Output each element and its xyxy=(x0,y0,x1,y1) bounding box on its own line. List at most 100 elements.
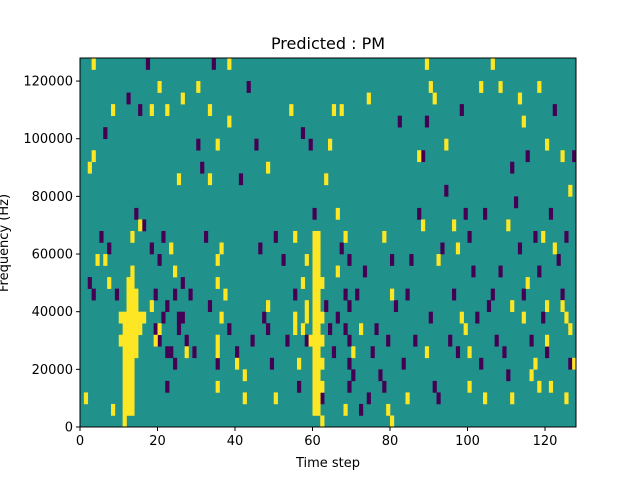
heatmap-cell-high xyxy=(510,300,515,312)
heatmap-cell-high xyxy=(95,254,100,266)
heatmap-cell-high xyxy=(545,334,550,347)
heatmap-cell-high xyxy=(490,58,495,70)
heatmap-cell-low xyxy=(421,150,426,163)
heatmap-cell-high xyxy=(142,311,147,324)
heatmap-cell-high xyxy=(126,323,131,336)
heatmap-cell-low xyxy=(459,104,464,116)
x-tick-label: 100 xyxy=(455,434,480,449)
heatmap-cell-low xyxy=(126,92,131,105)
heatmap-cell-low xyxy=(347,380,352,393)
heatmap-cell-high xyxy=(316,346,321,359)
heatmap-cell-high xyxy=(122,346,127,359)
heatmap-cell-low xyxy=(374,323,379,336)
heatmap-cell-high xyxy=(207,173,213,186)
heatmap-cell-high xyxy=(130,311,135,324)
heatmap-cell-high xyxy=(126,380,131,393)
heatmap-cell-low xyxy=(347,254,352,266)
plot-background xyxy=(80,58,576,427)
heatmap-cell-high xyxy=(452,219,457,232)
heatmap-cell-low xyxy=(320,392,325,405)
heatmap-cell-high xyxy=(521,311,526,324)
heatmap-cell-high xyxy=(134,334,139,347)
heatmap-cell-high xyxy=(266,300,271,312)
heatmap-cell-low xyxy=(188,288,193,301)
heatmap-cells xyxy=(83,58,577,428)
heatmap-cell-high xyxy=(386,403,391,416)
heatmap-cell-high xyxy=(293,311,298,324)
heatmap-cell-low xyxy=(269,357,275,370)
heatmap-cell-low xyxy=(91,288,96,301)
heatmap-cell-low xyxy=(548,207,554,220)
heatmap-cell-high xyxy=(560,150,565,163)
heatmap-cell-high xyxy=(297,357,302,370)
heatmap-cell-high xyxy=(424,58,430,70)
heatmap-cell-high xyxy=(312,265,317,278)
heatmap-cell-low xyxy=(227,323,232,336)
heatmap-cell-high xyxy=(312,242,317,255)
heatmap-cell-high xyxy=(91,58,96,70)
heatmap-cell-high xyxy=(130,265,135,278)
heatmap-cell-high xyxy=(111,403,116,416)
heatmap-cell-low xyxy=(134,207,139,220)
heatmap-cell-high xyxy=(533,357,538,370)
heatmap-cell-low xyxy=(479,357,484,370)
heatmap-cell-high xyxy=(320,334,325,347)
heatmap-cell-high xyxy=(320,277,325,289)
x-tick-label: 80 xyxy=(382,434,399,449)
heatmap-cell-high xyxy=(300,277,306,289)
heatmap-cell-high xyxy=(242,369,247,382)
heatmap-cell-low xyxy=(537,265,542,278)
heatmap-cell-high xyxy=(428,81,433,93)
heatmap-cell-high xyxy=(227,115,232,128)
heatmap-cell-high xyxy=(479,81,484,93)
heatmap-cell-high xyxy=(572,357,577,370)
heatmap-cell-low xyxy=(207,300,213,312)
heatmap-cell-high xyxy=(537,81,542,93)
heatmap-cell-low xyxy=(235,346,240,359)
heatmap-cell-low xyxy=(444,184,449,197)
heatmap-cell-high xyxy=(304,311,309,324)
x-tick-label: 0 xyxy=(76,434,84,449)
heatmap-cell-high xyxy=(176,173,182,186)
heatmap-cell-high xyxy=(103,254,108,266)
heatmap-cell-high xyxy=(444,138,449,151)
heatmap-cell-high xyxy=(343,230,348,243)
heatmap-cell-low xyxy=(293,288,298,301)
heatmap-cell-low xyxy=(153,288,158,301)
heatmap-cell-low xyxy=(475,311,480,324)
heatmap-cell-high xyxy=(316,392,321,405)
heatmap-cell-high xyxy=(312,300,317,312)
heatmap-cell-low xyxy=(114,288,120,301)
chart-title: Predicted : PM xyxy=(271,34,385,53)
heatmap-cell-high xyxy=(312,254,317,266)
heatmap-cell-high xyxy=(316,403,321,416)
heatmap-cell-low xyxy=(370,346,375,359)
heatmap-cell-low xyxy=(250,334,255,347)
heatmap-cell-high xyxy=(126,288,131,301)
heatmap-cell-high xyxy=(130,323,135,336)
heatmap-cell-low xyxy=(196,138,201,151)
heatmap-cell-high xyxy=(118,311,123,324)
heatmap-cell-low xyxy=(359,403,364,416)
heatmap-cell-high xyxy=(134,300,139,312)
heatmap-cell-low xyxy=(393,300,399,312)
heatmap-cell-low xyxy=(165,380,170,393)
heatmap-cell-low xyxy=(552,104,557,116)
heatmap-cell-high xyxy=(382,230,387,243)
heatmap-cell-low xyxy=(343,288,348,301)
heatmap-cell-high xyxy=(138,323,143,336)
heatmap-cell-high xyxy=(122,334,127,347)
heatmap-cell-high xyxy=(316,242,321,255)
heatmap-cell-high xyxy=(130,380,135,393)
heatmap-cell-high xyxy=(130,357,135,370)
heatmap-cell-high xyxy=(552,242,557,255)
heatmap-cell-low xyxy=(169,346,174,359)
heatmap-cell-low xyxy=(142,219,147,232)
heatmap-cell-low xyxy=(463,207,468,220)
heatmap-cell-high xyxy=(180,92,185,105)
heatmap-cell-high xyxy=(316,288,321,301)
heatmap-cell-high xyxy=(366,92,371,105)
heatmap-cell-high xyxy=(149,300,154,312)
heatmap-cell-low xyxy=(285,334,290,347)
heatmap-cell-low xyxy=(525,150,530,163)
